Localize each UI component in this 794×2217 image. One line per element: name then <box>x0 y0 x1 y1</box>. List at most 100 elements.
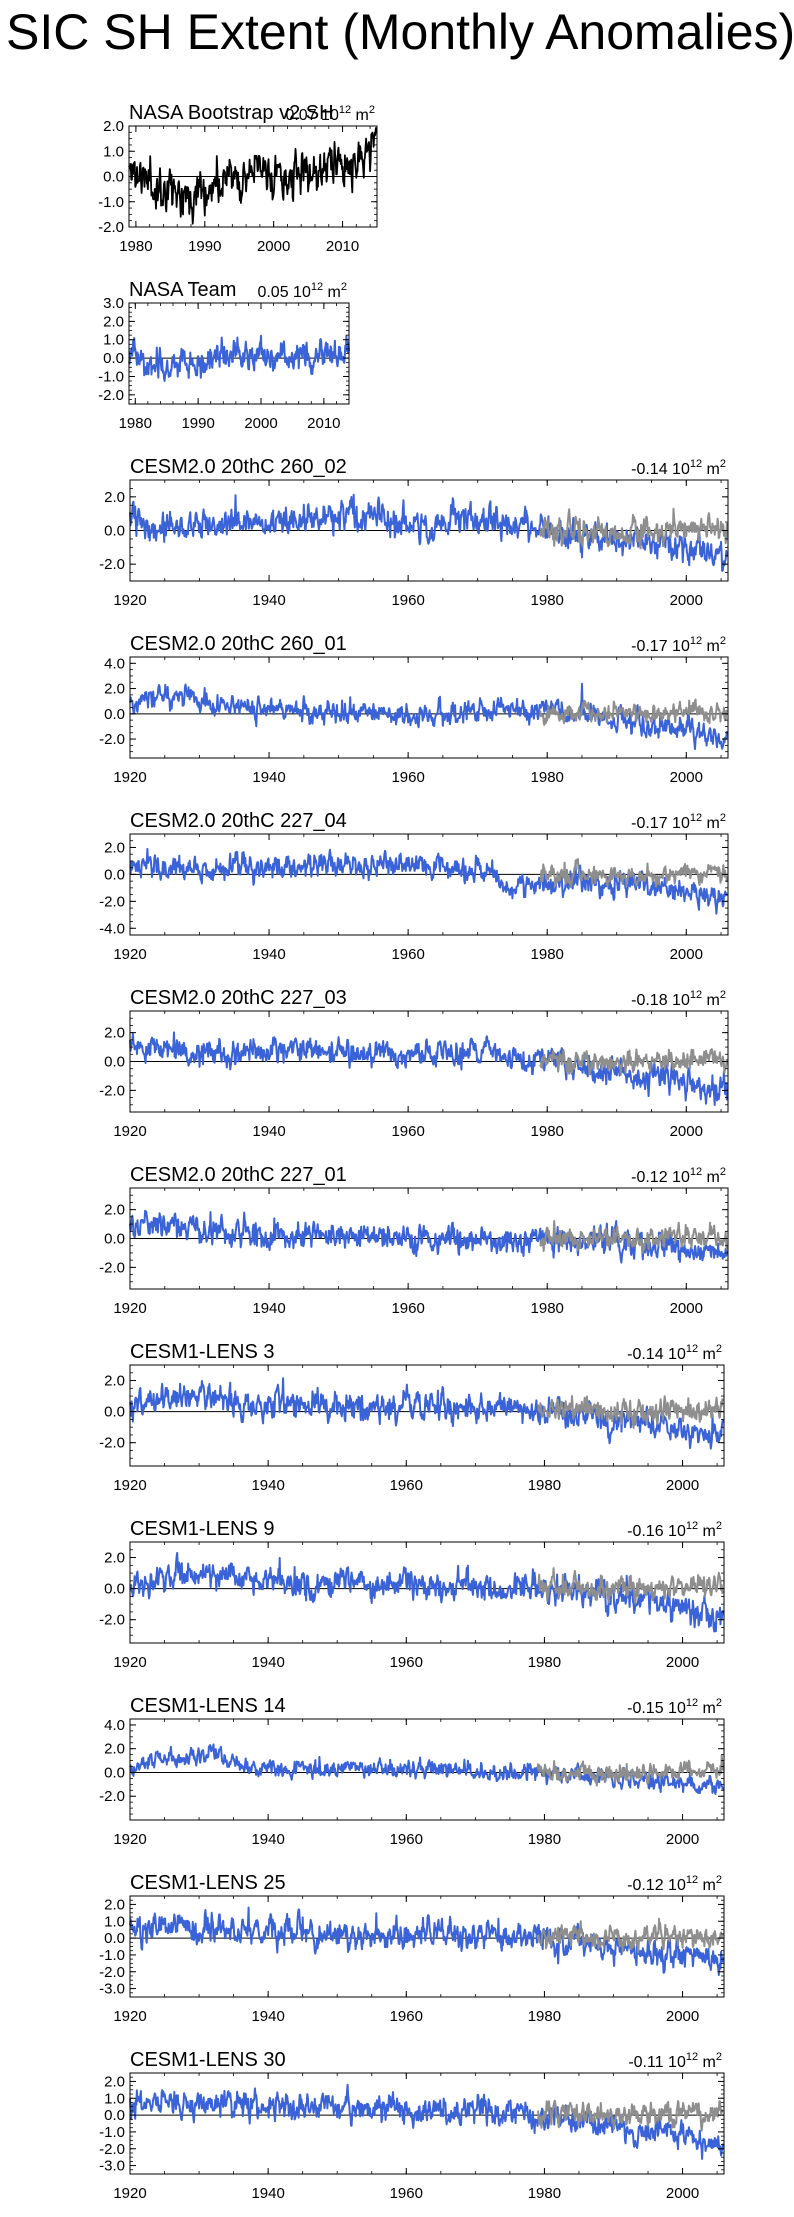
x-tick-label: 2000 <box>666 2185 699 2202</box>
x-tick-label: 1920 <box>113 2008 146 2025</box>
series-line-2 <box>536 1754 724 1787</box>
trend-label: 0.07 1012 m2 <box>285 104 375 124</box>
y-tick-label: 3.0 <box>103 295 124 312</box>
x-tick-label: 2000 <box>666 1477 699 1494</box>
chart-title: CESM2.0 20thC 227_03 <box>130 987 347 1009</box>
x-tick-label: 1980 <box>531 946 564 963</box>
page-title: SIC SH Extent (Monthly Anomalies) <box>6 4 794 60</box>
y-tick-label: 0.0 <box>104 1054 125 1071</box>
x-tick-label: 2000 <box>670 592 703 609</box>
series-line-2 <box>537 1567 724 1605</box>
y-tick-label: 1.0 <box>104 2090 125 2107</box>
x-tick-label: 2000 <box>670 1300 703 1317</box>
chart-panel-6: CESM2.0 20thC 227_03 -0.18 1012 m2 -2.0 0.0… <box>99 987 729 1140</box>
chart-panel-12: CESM1-LENS 30 -0.11 1012 m2 -3.0-2.0-1.00.… <box>99 2049 725 2202</box>
y-tick-label: -2.0 <box>99 1082 125 1099</box>
x-tick-label: 1940 <box>251 1654 284 1671</box>
series-line-1 <box>129 1906 724 1977</box>
x-tick-label: 1940 <box>251 2008 284 2025</box>
y-tick-label: -2.0 <box>98 219 124 236</box>
series-line-2 <box>539 507 728 550</box>
chart-title: NASA Team <box>129 279 236 301</box>
chart-title: CESM1-LENS 30 <box>130 2049 286 2071</box>
series-line-1 <box>129 1551 724 1633</box>
x-tick-label: 1960 <box>390 2185 423 2202</box>
x-tick-label: 1920 <box>113 592 146 609</box>
y-tick-label: -4.0 <box>99 920 125 937</box>
x-tick-label: 1940 <box>252 1300 285 1317</box>
y-tick-label: 2.0 <box>104 1373 125 1390</box>
x-tick-label: 1960 <box>391 769 424 786</box>
chart-title: CESM1-LENS 3 <box>130 1341 275 1363</box>
x-tick-label: 2000 <box>666 2008 699 2025</box>
x-tick-label: 1920 <box>113 946 146 963</box>
y-tick-label: -2.0 <box>99 1612 125 1629</box>
y-tick-label: 0.0 <box>104 1764 125 1781</box>
trend-label: -0.11 1012 m2 <box>628 2051 722 2071</box>
x-tick-label: 2000 <box>257 238 290 255</box>
chart-panel-9: CESM1-LENS 9 -0.16 1012 m2 -2.0 0.0 2.0 1920 1… <box>99 1518 725 1671</box>
y-tick-label: -2.0 <box>99 1788 125 1805</box>
chart-title: CESM2.0 20thC 227_01 <box>130 1164 347 1186</box>
y-tick-label: -1.0 <box>98 368 124 385</box>
trend-label: -0.14 1012 m2 <box>627 1343 722 1363</box>
trend-label: 0.05 1012 m2 <box>257 281 347 301</box>
y-tick-label: 4.0 <box>104 655 125 672</box>
y-tick-label: -1.0 <box>98 194 124 211</box>
x-tick-label: 1980 <box>528 1654 561 1671</box>
y-tick-label: 0.0 <box>104 866 125 883</box>
x-tick-label: 1980 <box>531 592 564 609</box>
series-line-2 <box>537 1395 724 1430</box>
x-tick-label: 2000 <box>244 415 277 432</box>
chart-panel-2: NASA Team 0.05 1012 m2 -2.0 -1.00.01.0 2.03.… <box>98 279 350 432</box>
y-tick-label: 1.0 <box>103 332 124 349</box>
chart-title: CESM1-LENS 14 <box>130 1695 286 1717</box>
trend-label: -0.17 1012 m2 <box>631 812 726 832</box>
y-tick-label: 2.0 <box>104 1202 125 1219</box>
series-line-1 <box>129 1377 724 1450</box>
x-tick-label: 2000 <box>670 1123 703 1140</box>
y-tick-label: 0.0 <box>104 2107 125 2124</box>
x-tick-label: 1980 <box>119 415 152 432</box>
y-tick-label: 2.0 <box>104 1741 125 1758</box>
y-tick-label: 0.0 <box>104 1404 125 1421</box>
y-tick-label: 2.0 <box>103 313 124 330</box>
chart-panel-5: CESM2.0 20thC 227_04 -0.17 1012 m2 -4.0 -2.… <box>99 810 729 963</box>
y-tick-label: -2.0 <box>99 893 125 910</box>
x-tick-label: 1960 <box>390 1831 423 1848</box>
x-tick-label: 1960 <box>391 1123 424 1140</box>
x-tick-label: 2000 <box>670 769 703 786</box>
y-tick-label: 0.0 <box>104 1231 125 1248</box>
y-tick-label: 2.0 <box>104 1550 125 1567</box>
series-line-2 <box>536 1917 724 1954</box>
chart-panel-3: CESM2.0 20thC 260_02 -0.14 1012 m2 -2.0 0.0… <box>99 456 729 609</box>
series-line-2 <box>539 1220 728 1254</box>
chart-panel-4: CESM2.0 20thC 260_01 -0.17 1012 m2 -2.0 0.0… <box>99 633 729 786</box>
plot-frame <box>129 1541 725 1644</box>
y-tick-label: -1.0 <box>99 2124 125 2141</box>
y-tick-label: 0.0 <box>104 1930 125 1947</box>
y-tick-label: 1.0 <box>103 143 124 160</box>
y-tick-label: -3.0 <box>99 2158 125 2175</box>
chart-title: CESM2.0 20thC 260_01 <box>130 633 347 655</box>
x-tick-label: 2000 <box>666 1654 699 1671</box>
y-tick-label: 0.0 <box>103 350 124 367</box>
x-tick-label: 1940 <box>251 2185 284 2202</box>
y-tick-label: 2.0 <box>103 118 124 135</box>
y-tick-label: -2.0 <box>98 387 124 404</box>
x-tick-label: 1960 <box>391 1300 424 1317</box>
plot-frame <box>129 1718 725 1821</box>
x-tick-label: 1940 <box>251 1477 284 1494</box>
x-tick-label: 1990 <box>188 238 221 255</box>
y-tick-label: 2.0 <box>104 2073 125 2090</box>
y-tick-label: 2.0 <box>104 1896 125 1913</box>
series-line-1 <box>129 2083 724 2160</box>
x-tick-label: 1980 <box>528 1477 561 1494</box>
y-tick-label: -2.0 <box>99 1259 125 1276</box>
x-tick-label: 1920 <box>113 1300 146 1317</box>
y-tick-label: -2.0 <box>99 731 125 748</box>
chart-title: CESM2.0 20thC 227_04 <box>130 810 347 832</box>
y-tick-label: 1.0 <box>104 1913 125 1930</box>
x-tick-label: 1920 <box>113 1831 146 1848</box>
